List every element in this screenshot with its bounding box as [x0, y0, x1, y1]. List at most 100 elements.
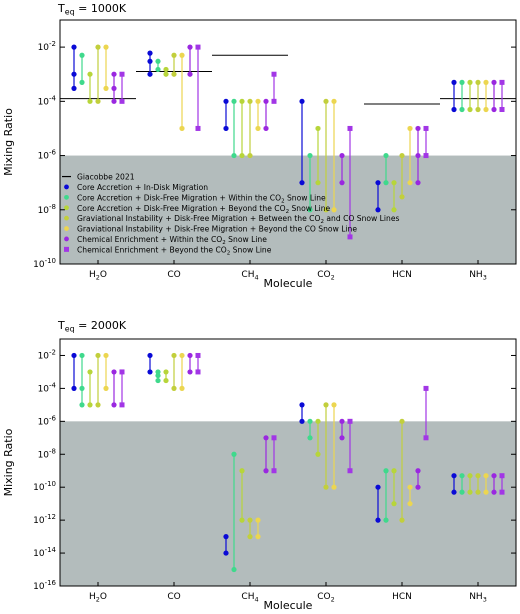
legend-label: Core Accretion + Disk-Free Migration + W… — [77, 193, 326, 204]
legend-circle-marker — [64, 226, 69, 231]
data-point — [95, 44, 101, 50]
data-point — [111, 402, 117, 408]
legend-label: Core Accretion + In-Disk Migration — [77, 183, 208, 192]
data-point — [307, 152, 313, 159]
data-point — [399, 152, 405, 159]
data-point — [347, 418, 353, 424]
panel-title: Teq = 1000K — [57, 2, 127, 17]
xtick-label: NH3 — [469, 270, 487, 282]
legend-label: Chemical Enrichment + Within the CO2 Sno… — [77, 235, 267, 246]
data-point — [423, 435, 429, 441]
legend-circle-marker — [64, 194, 69, 200]
data-point — [231, 98, 237, 104]
shaded-region — [60, 421, 516, 586]
data-point — [315, 451, 321, 457]
data-point — [407, 501, 413, 507]
data-point — [399, 418, 405, 424]
shaded-region — [60, 155, 516, 264]
data-point — [179, 125, 185, 132]
data-point — [103, 352, 109, 359]
data-point — [95, 352, 101, 359]
data-point — [263, 125, 269, 132]
data-point — [415, 125, 421, 132]
ytick-label: 10-6 — [38, 149, 57, 162]
data-point — [71, 44, 77, 50]
data-point — [499, 489, 505, 495]
data-point — [163, 369, 169, 375]
data-point — [155, 372, 161, 379]
data-point — [271, 71, 277, 77]
data-point — [111, 71, 117, 77]
data-point — [375, 207, 381, 213]
xtick-label: HCN — [392, 270, 412, 280]
data-point — [307, 207, 313, 213]
panel-teq-2000k: 10-16 10-14 10-12 10-10 10-8 10-6 10-4 10-2 H2O C… — [2, 319, 517, 612]
data-point — [467, 106, 473, 113]
ytick-label: 10-16 — [33, 579, 56, 592]
data-point — [71, 71, 77, 77]
data-point — [255, 534, 261, 540]
ytick-label: 10-10 — [33, 480, 56, 493]
data-point — [79, 52, 85, 58]
data-point — [231, 566, 237, 573]
data-point — [391, 468, 397, 474]
data-point — [119, 369, 125, 375]
data-point — [331, 484, 337, 490]
data-point — [71, 352, 77, 359]
data-point — [179, 385, 185, 391]
data-point — [375, 484, 381, 490]
data-point — [155, 369, 161, 375]
data-point — [299, 98, 305, 104]
xtick-label: H2O — [89, 592, 107, 604]
data-point — [391, 207, 397, 213]
data-point — [103, 385, 109, 391]
data-point — [499, 106, 505, 112]
data-point — [79, 402, 85, 408]
data-point — [179, 52, 185, 58]
data-point — [263, 468, 269, 474]
data-point — [299, 180, 305, 186]
data-point — [307, 435, 313, 441]
data-point — [95, 98, 101, 104]
data-point — [407, 180, 413, 186]
data-point — [299, 402, 305, 408]
data-point — [171, 352, 177, 359]
data-point — [375, 180, 381, 186]
ytick-label: 10-8 — [38, 203, 56, 216]
data-point — [451, 473, 457, 479]
data-point — [195, 352, 201, 358]
ytick-label: 10-14 — [33, 546, 56, 559]
data-point — [339, 180, 345, 186]
data-point — [491, 106, 497, 113]
data-point — [331, 207, 337, 213]
data-point — [347, 234, 353, 240]
data-point — [103, 85, 109, 91]
xtick-label: CO — [167, 592, 180, 602]
panel-teq-1000k: 10-10 10-8 10-6 10-4 10-2 H2O CO CH4 CO2 HCN NH3 Mo… — [2, 2, 517, 290]
ytick-label: 10-2 — [38, 40, 56, 53]
data-point — [263, 98, 269, 104]
legend-label: Core Accretion + Disk-Free Migration + B… — [77, 204, 331, 215]
data-point — [71, 85, 77, 91]
legend-label: Giacobbe 2021 — [77, 173, 135, 182]
data-point — [499, 473, 505, 479]
data-point — [239, 98, 245, 104]
data-point — [79, 352, 85, 359]
data-point — [423, 153, 429, 159]
data-point — [223, 550, 229, 556]
data-point — [79, 385, 85, 391]
data-point — [87, 71, 93, 77]
xtick-label: H2O — [89, 270, 107, 282]
data-point — [231, 451, 237, 457]
data-point — [483, 79, 489, 85]
data-point — [119, 71, 125, 77]
data-point — [147, 71, 153, 77]
data-point — [475, 473, 481, 479]
y-axis-label: Mixing Ratio — [2, 428, 15, 496]
data-point — [147, 352, 153, 359]
data-point — [423, 125, 429, 131]
xtick-label: CO2 — [317, 592, 335, 604]
data-point — [119, 98, 125, 104]
data-point — [247, 152, 253, 159]
